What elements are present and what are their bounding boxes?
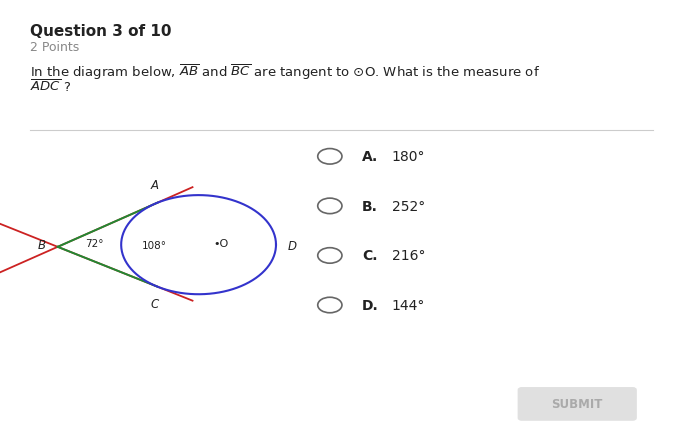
Text: In the diagram below, $\overline{AB}$ and $\overline{BC}$ are tangent to $\odot$: In the diagram below, $\overline{AB}$ an… xyxy=(31,62,541,82)
Text: $\overline{ADC}$ ?: $\overline{ADC}$ ? xyxy=(31,78,71,95)
Text: 108°: 108° xyxy=(142,240,167,251)
Text: C: C xyxy=(150,298,158,311)
FancyBboxPatch shape xyxy=(518,388,636,420)
Text: D.: D. xyxy=(362,298,379,312)
Text: 144°: 144° xyxy=(392,298,425,312)
Text: •O: •O xyxy=(214,239,228,249)
Text: 72°: 72° xyxy=(86,238,104,248)
Text: SUBMIT: SUBMIT xyxy=(551,397,602,410)
Text: D: D xyxy=(288,239,297,252)
Text: 180°: 180° xyxy=(392,150,425,164)
Text: B.: B. xyxy=(362,200,378,213)
Text: B: B xyxy=(37,239,46,252)
Text: Question 3 of 10: Question 3 of 10 xyxy=(31,24,172,39)
Text: 252°: 252° xyxy=(392,200,425,213)
Text: C.: C. xyxy=(362,249,377,263)
Text: 216°: 216° xyxy=(392,249,425,263)
Text: A.: A. xyxy=(362,150,378,164)
Text: 2 Points: 2 Points xyxy=(31,41,80,54)
Text: A: A xyxy=(150,179,158,192)
